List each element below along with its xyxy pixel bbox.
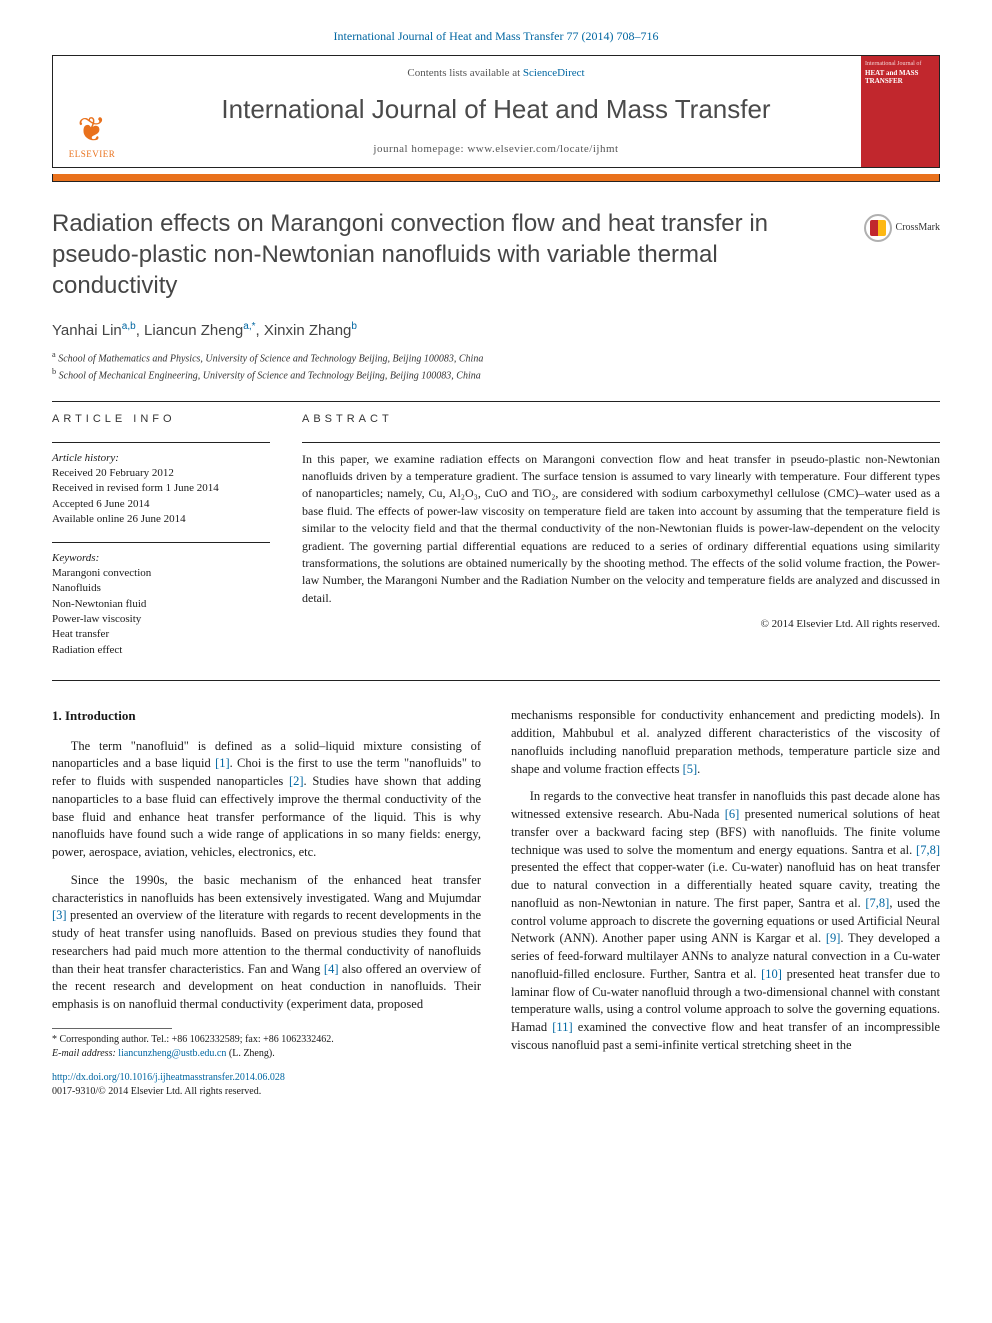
keyword: Power-law viscosity: [52, 612, 270, 627]
crossmark-label: CrossMark: [896, 221, 940, 235]
article-title: Radiation effects on Marangoni convectio…: [52, 208, 846, 302]
article-info-column: ARTICLE INFO Article history: Received 2…: [52, 412, 270, 672]
publisher-name: ELSEVIER: [69, 148, 116, 161]
abstract-text: In this paper, we examine radiation effe…: [302, 451, 940, 608]
contents-available: Contents lists available at ScienceDirec…: [139, 66, 853, 81]
divider-2: [52, 680, 940, 681]
citation-ref[interactable]: [7,8]: [865, 896, 889, 910]
info-rule: [52, 442, 270, 443]
citation-ref[interactable]: [4]: [324, 962, 339, 976]
date-revised: Received in revised form 1 June 2014: [52, 481, 270, 496]
header-accent-bar: [52, 174, 940, 182]
body-paragraph: The term "nanofluid" is defined as a sol…: [52, 738, 481, 862]
doi-link[interactable]: http://dx.doi.org/10.1016/j.ijheatmasstr…: [52, 1072, 285, 1083]
citation-ref[interactable]: [1]: [215, 756, 230, 770]
cover-line2: HEAT and MASS TRANSFER: [865, 70, 935, 85]
citation-ref[interactable]: [11]: [552, 1020, 572, 1034]
article-info-heading: ARTICLE INFO: [52, 412, 270, 427]
citation-line: International Journal of Heat and Mass T…: [52, 28, 940, 45]
date-accepted: Accepted 6 June 2014: [52, 497, 270, 512]
publisher-logo-cell: ❦ ELSEVIER: [53, 56, 131, 167]
author-3-affil: b: [351, 321, 357, 332]
citation-ref[interactable]: [3]: [52, 908, 67, 922]
author-1-affil: a,b: [122, 321, 136, 332]
affiliations: a School of Mathematics and Physics, Uni…: [52, 349, 940, 384]
email-label: E-mail address:: [52, 1048, 118, 1059]
divider-1: [52, 401, 940, 402]
keyword: Heat transfer: [52, 627, 270, 642]
abstract-rule: [302, 442, 940, 443]
body-paragraph: mechanisms responsible for conductivity …: [511, 707, 940, 778]
keyword: Radiation effect: [52, 643, 270, 658]
sciencedirect-link[interactable]: ScienceDirect: [523, 67, 585, 79]
abstract-copyright: © 2014 Elsevier Ltd. All rights reserved…: [302, 617, 940, 632]
elsevier-tree-icon: ❦: [78, 114, 107, 148]
citation-ref[interactable]: [10]: [761, 967, 782, 981]
citation-ref[interactable]: [2]: [289, 774, 304, 788]
crossmark-widget[interactable]: CrossMark: [864, 208, 940, 242]
keywords-label: Keywords:: [52, 551, 270, 566]
homepage-url[interactable]: www.elsevier.com/locate/ijhmt: [467, 143, 618, 155]
cover-line1: International Journal of: [865, 60, 935, 68]
author-2: , Liancun Zheng: [136, 322, 244, 339]
author-2-affil: a,*: [243, 321, 255, 332]
email-link[interactable]: liancunzheng@ustb.edu.cn: [118, 1048, 226, 1059]
footnote-rule: [52, 1028, 172, 1029]
journal-name: International Journal of Heat and Mass T…: [139, 91, 853, 127]
history-label: Article history:: [52, 451, 270, 466]
citation-ref[interactable]: [7,8]: [916, 843, 940, 857]
email-person: (L. Zheng).: [226, 1048, 274, 1059]
journal-homepage: journal homepage: www.elsevier.com/locat…: [139, 142, 853, 157]
citation-ref[interactable]: [9]: [826, 931, 841, 945]
abstract-heading: ABSTRACT: [302, 412, 940, 427]
elsevier-logo: ❦ ELSEVIER: [69, 114, 116, 161]
citation-ref[interactable]: [5]: [683, 762, 698, 776]
section-heading-intro: 1. Introduction: [52, 707, 481, 725]
citation-ref[interactable]: [6]: [725, 807, 740, 821]
homepage-prefix: journal homepage:: [373, 143, 467, 155]
info-rule-2: [52, 542, 270, 543]
date-online: Available online 26 June 2014: [52, 512, 270, 527]
corresponding-author: * Corresponding author. Tel.: +86 106233…: [52, 1033, 481, 1047]
keyword: Marangoni convection: [52, 566, 270, 581]
authors-line: Yanhai Lina,b, Liancun Zhenga,*, Xinxin …: [52, 320, 940, 341]
date-received: Received 20 February 2012: [52, 466, 270, 481]
journal-header: ❦ ELSEVIER Contents lists available at S…: [52, 55, 940, 168]
author-1: Yanhai Lin: [52, 322, 122, 339]
issn-copyright: 0017-9310/© 2014 Elsevier Ltd. All right…: [52, 1086, 261, 1097]
affiliation-a: School of Mathematics and Physics, Unive…: [58, 353, 483, 364]
article-body: 1. Introduction The term "nanofluid" is …: [52, 707, 940, 1099]
journal-cover-thumb: International Journal of HEAT and MASS T…: [861, 56, 939, 167]
doi-block: http://dx.doi.org/10.1016/j.ijheatmasstr…: [52, 1071, 481, 1099]
footnotes: * Corresponding author. Tel.: +86 106233…: [52, 1033, 481, 1061]
crossmark-icon: [864, 214, 892, 242]
contents-prefix: Contents lists available at: [407, 67, 522, 79]
body-paragraph: Since the 1990s, the basic mechanism of …: [52, 872, 481, 1014]
affiliation-b: School of Mechanical Engineering, Univer…: [59, 370, 481, 381]
author-3: , Xinxin Zhang: [256, 322, 352, 339]
body-paragraph: In regards to the convective heat transf…: [511, 788, 940, 1054]
keyword: Non-Newtonian fluid: [52, 597, 270, 612]
abstract-column: ABSTRACT In this paper, we examine radia…: [302, 412, 940, 672]
keyword: Nanofluids: [52, 581, 270, 596]
